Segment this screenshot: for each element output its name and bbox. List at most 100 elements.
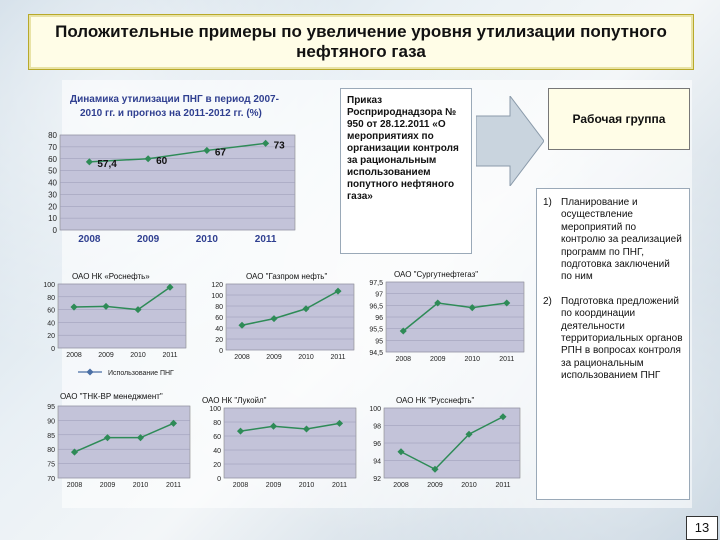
x-tick-label: 2011	[255, 234, 277, 245]
plot-area	[223, 407, 357, 479]
x-tick-label: 2011	[330, 354, 345, 361]
x-tick-label: 2009	[266, 482, 282, 489]
data-point	[431, 465, 439, 473]
x-tick-label: 2011	[499, 356, 514, 363]
y-tick-label: 75	[47, 462, 55, 469]
y-tick-label: 98	[373, 424, 381, 431]
x-tick-label: 2010	[298, 354, 314, 361]
data-point	[499, 413, 507, 421]
y-tick-label: 85	[47, 433, 55, 440]
surgutneftegaz-chart: ОАО "Сургутнефтегаз" 94,5 95 95,5 96 96,5 97 97…	[369, 270, 525, 363]
data-point	[434, 299, 442, 307]
legend-label: Использование ПНГ	[108, 370, 174, 377]
y-tick-label: 120	[211, 282, 223, 289]
y-tick-label: 40	[213, 448, 221, 455]
plot-area	[57, 283, 187, 349]
data-point	[262, 139, 270, 147]
tasks-box: 1) Планирование и осуществление мероприя…	[536, 188, 690, 500]
y-tick-label: 70	[48, 143, 57, 152]
y-tick-label: 97,5	[369, 280, 383, 287]
y-tick-label: 40	[47, 320, 55, 327]
data-label: 67	[215, 147, 227, 158]
chart-title: ОАО НК "Лукойл"	[202, 396, 267, 405]
y-tick-label: 100	[369, 406, 381, 413]
y-tick-label: 95,5	[369, 327, 383, 334]
y-tick-label: 80	[47, 447, 55, 454]
chart-title: ОАО "Сургутнефтегаз"	[394, 270, 478, 279]
y-tick-label: 60	[48, 155, 57, 164]
y-tick-label: 80	[48, 131, 57, 140]
task-number: 2)	[543, 295, 552, 307]
data-point	[465, 430, 473, 438]
x-tick-label: 2011	[332, 482, 347, 489]
x-tick-label: 2008	[67, 482, 83, 489]
data-point	[144, 155, 152, 163]
data-point	[335, 419, 344, 427]
y-tick-label: 10	[48, 214, 57, 223]
data-point	[503, 299, 511, 307]
x-tick-label: 2009	[430, 356, 446, 363]
y-tick-label: 97	[375, 292, 383, 299]
series-line	[73, 286, 171, 311]
x-tick-label: 2008	[66, 352, 82, 359]
data-point	[134, 306, 142, 314]
x-tick-label: 2008	[234, 354, 250, 361]
x-tick-label: 2011	[162, 352, 177, 359]
y-tick-label: 40	[48, 179, 57, 188]
series-line	[240, 422, 340, 432]
legend-marker	[86, 368, 94, 376]
working-group-title: Рабочая группа	[572, 111, 666, 126]
y-tick-label: 96	[373, 441, 381, 448]
y-tick-label: 80	[213, 420, 221, 427]
slide-title: Положительные примеры по увеличение уров…	[55, 22, 667, 61]
y-tick-label: 96	[375, 315, 383, 322]
data-point	[270, 315, 278, 323]
x-tick-label: 2010	[196, 234, 219, 245]
data-point	[399, 327, 407, 335]
chart-title: ОАО "Газпром нефть"	[246, 272, 327, 281]
y-tick-label: 96,5	[369, 303, 383, 310]
x-tick-label: 2011	[495, 482, 510, 489]
series-line	[241, 290, 339, 326]
y-tick-label: 60	[213, 434, 221, 441]
data-label: 60	[156, 156, 168, 167]
y-tick-label: 20	[215, 337, 223, 344]
y-tick-label: 90	[47, 418, 55, 425]
page-number: 13	[686, 516, 718, 540]
x-tick-label: 2010	[133, 482, 149, 489]
x-tick-label: 2011	[166, 482, 181, 489]
slide-title-box: Положительные примеры по увеличение уров…	[28, 14, 694, 70]
x-tick-label: 2008	[395, 356, 411, 363]
task-text: Подготовка предложений по координации де…	[561, 295, 683, 382]
y-tick-label: 92	[373, 476, 381, 483]
y-tick-label: 100	[211, 293, 223, 300]
task-number: 1)	[543, 197, 552, 208]
data-point	[236, 427, 245, 435]
chart-title: ОАО НК "Русснефть"	[396, 396, 475, 405]
y-tick-label: 80	[47, 295, 55, 302]
y-tick-label: 100	[43, 282, 55, 289]
series-line	[402, 302, 507, 332]
x-tick-label: 2008	[233, 482, 249, 489]
x-tick-label: 2010	[461, 482, 477, 489]
y-tick-label: 0	[53, 226, 58, 235]
task-item: 1) Планирование и осуществление мероприя…	[543, 197, 683, 284]
chart-title: ОАО "ТНК-BP менеджмент"	[60, 392, 163, 401]
x-tick-label: 2010	[130, 352, 146, 359]
working-group-box: Рабочая группа	[548, 88, 690, 150]
tnk-bp-chart: ОАО "ТНК-BP менеджмент" 70 75 80 85 90 95 2008 2…	[47, 392, 191, 489]
y-tick-label: 20	[47, 333, 55, 340]
y-tick-label: 50	[48, 167, 57, 176]
y-tick-label: 0	[219, 348, 223, 355]
y-tick-label: 20	[213, 462, 221, 469]
y-tick-label: 94,5	[369, 350, 383, 357]
data-point	[203, 146, 211, 154]
x-tick-label: 2008	[393, 482, 409, 489]
right-arrow-icon	[476, 96, 544, 186]
data-point	[334, 287, 342, 295]
plot-area	[57, 405, 191, 479]
y-tick-label: 60	[215, 315, 223, 322]
y-tick-label: 30	[48, 190, 57, 199]
x-tick-label: 2009	[427, 482, 443, 489]
series-line	[89, 142, 266, 163]
